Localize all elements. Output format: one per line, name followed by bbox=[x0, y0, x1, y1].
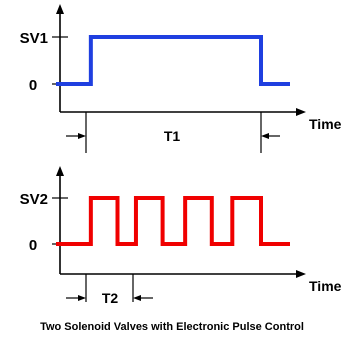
top-high-level-label: SV1 bbox=[20, 30, 48, 47]
t1-left-arrowhead bbox=[78, 133, 86, 139]
diagram-caption: Two Solenoid Valves with Electronic Puls… bbox=[40, 321, 304, 333]
t2-interval-label: T2 bbox=[102, 290, 119, 306]
t2-right-arrowhead bbox=[133, 295, 141, 301]
t1-right-arrowhead bbox=[261, 133, 269, 139]
top-low-level-label: 0 bbox=[29, 77, 37, 94]
top-x-axis-label: Time bbox=[309, 116, 342, 132]
top-x-axis-arrowhead bbox=[296, 108, 306, 116]
t2-left-arrowhead bbox=[78, 295, 86, 301]
bottom-y-axis-arrowhead bbox=[56, 166, 64, 176]
sv2-signal-line bbox=[56, 196, 290, 246]
bottom-low-level-label: 0 bbox=[29, 237, 37, 254]
top-y-axis-arrowhead bbox=[56, 4, 64, 14]
bottom-x-axis-label: Time bbox=[309, 278, 342, 294]
bottom-chart: SV2 0 Time T2 bbox=[20, 166, 342, 306]
top-chart: SV1 0 Time T1 bbox=[20, 4, 342, 153]
bottom-high-level-label: SV2 bbox=[20, 191, 48, 208]
bottom-x-axis-arrowhead bbox=[296, 270, 306, 278]
t1-interval-label: T1 bbox=[164, 128, 181, 144]
sv1-signal-line bbox=[56, 35, 290, 86]
